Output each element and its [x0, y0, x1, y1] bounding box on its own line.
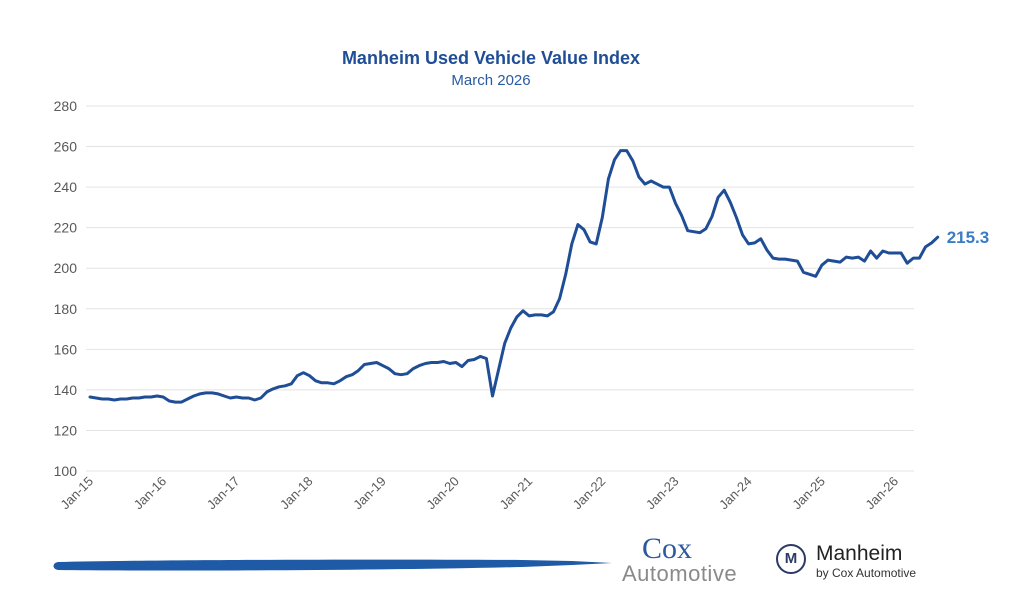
- brush-stroke-decoration: [53, 559, 612, 571]
- x-tick-label: Jan-17: [204, 474, 243, 513]
- x-tick-label: Jan-22: [570, 474, 609, 513]
- x-tick-label: Jan-26: [862, 474, 901, 513]
- y-tick-label: 240: [54, 179, 78, 195]
- manheim-byline: by Cox Automotive: [816, 566, 917, 580]
- cox-automotive-logo: Cox Automotive: [622, 532, 762, 586]
- manheim-badge-icon: M: [776, 544, 806, 574]
- y-tick-label: 200: [54, 260, 78, 276]
- cox-wordmark: Cox: [642, 532, 693, 565]
- y-tick-label: 220: [54, 220, 78, 236]
- x-axis-ticks: Jan-15 Jan-16 Jan-17 Jan-18 Jan-19 Jan-20 Jan-…: [57, 474, 901, 513]
- y-tick-label: 280: [54, 98, 78, 114]
- series-line: [88, 149, 940, 404]
- chart-subtitle: March 2026: [451, 72, 531, 89]
- y-tick-label: 100: [54, 463, 78, 479]
- automotive-wordmark: Automotive: [622, 561, 738, 586]
- last-value-label: 215.3: [947, 228, 990, 247]
- gridlines: [86, 105, 914, 472]
- x-tick-label: Jan-15: [57, 474, 96, 513]
- series-layer: [88, 149, 940, 404]
- annotations: 215.3: [947, 228, 990, 247]
- y-tick-label: 260: [54, 139, 78, 155]
- y-tick-label: 140: [54, 382, 78, 398]
- y-axis-ticks: 100 120 140 160 180 200 220 240 260 280: [54, 98, 78, 479]
- chart-title: Manheim Used Vehicle Value Index: [341, 48, 641, 68]
- manheim-badge-letter: M: [784, 550, 798, 567]
- y-tick-label: 180: [54, 301, 78, 317]
- x-tick-label: Jan-20: [423, 474, 462, 513]
- x-tick-label: Jan-21: [496, 474, 535, 513]
- x-tick-label: Jan-25: [789, 474, 828, 513]
- x-tick-label: Jan-16: [131, 474, 170, 513]
- x-tick-label: Jan-23: [643, 474, 682, 513]
- x-tick-label: Jan-18: [277, 474, 316, 513]
- y-tick-label: 160: [54, 341, 78, 357]
- manheim-wordmark: Manheim: [816, 542, 903, 565]
- y-tick-label: 120: [54, 422, 78, 438]
- x-tick-label: Jan-19: [350, 474, 389, 513]
- manheim-logo: M Manheim by Cox Automotive: [776, 542, 936, 586]
- x-tick-label: Jan-24: [716, 474, 755, 513]
